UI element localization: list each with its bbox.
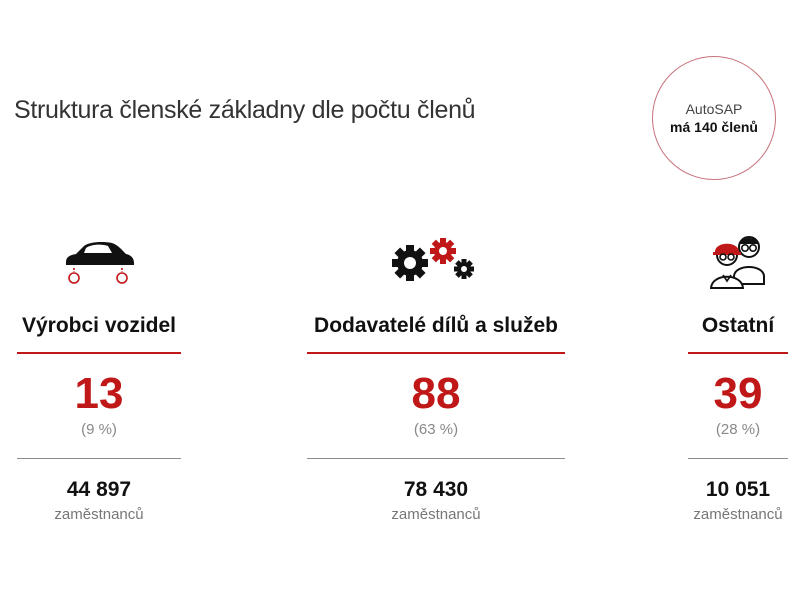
red-divider: [688, 352, 788, 354]
column-others: Ostatní 39 (28 %) 10 051 zaměstnanců: [684, 225, 792, 525]
badge-member-total: má 140 členů: [670, 119, 758, 135]
category-name: Dodavatelé dílů a služeb: [314, 314, 558, 337]
workers-icon-wrap: [684, 225, 792, 293]
member-percent: (28 %): [715, 421, 761, 438]
employee-count: 10 051: [705, 478, 771, 501]
gray-divider: [688, 458, 788, 459]
member-percent: (9 %): [81, 421, 117, 438]
employee-label: zaměstnanců: [693, 506, 783, 523]
badge-org-name: AutoSAP: [685, 101, 743, 117]
category-name: Výrobci vozidel: [21, 314, 177, 337]
employee-label: zaměstnanců: [54, 506, 144, 523]
member-count: 88: [411, 369, 461, 418]
category-name: Ostatní: [701, 314, 775, 337]
member-percent: (63 %): [413, 421, 459, 438]
employee-label: zaměstnanců: [391, 506, 481, 523]
column-vehicle-manufacturers: Výrobci vozidel 13 (9 %) 44 897 zaměstna…: [16, 225, 182, 525]
gray-divider: [17, 458, 181, 459]
car-icon-wrap: [16, 225, 182, 293]
employee-count: 78 430: [403, 478, 469, 501]
gears-icon: [392, 238, 474, 281]
gears-icon-wrap: [300, 225, 572, 293]
red-divider: [17, 352, 181, 354]
page-title: Struktura členské základny dle počtu čle…: [14, 96, 476, 124]
member-count: 13: [74, 369, 124, 418]
workers-icon: [709, 236, 765, 289]
member-count: 39: [713, 369, 763, 418]
employee-count: 44 897: [66, 478, 132, 501]
red-divider: [307, 352, 565, 354]
member-count-badge: AutoSAP má 140 členů: [652, 56, 776, 180]
column-suppliers: Dodavatelé dílů a služeb 88 (63 %) 78 43…: [300, 225, 572, 525]
car-icon: [66, 242, 134, 284]
gray-divider: [307, 458, 565, 459]
